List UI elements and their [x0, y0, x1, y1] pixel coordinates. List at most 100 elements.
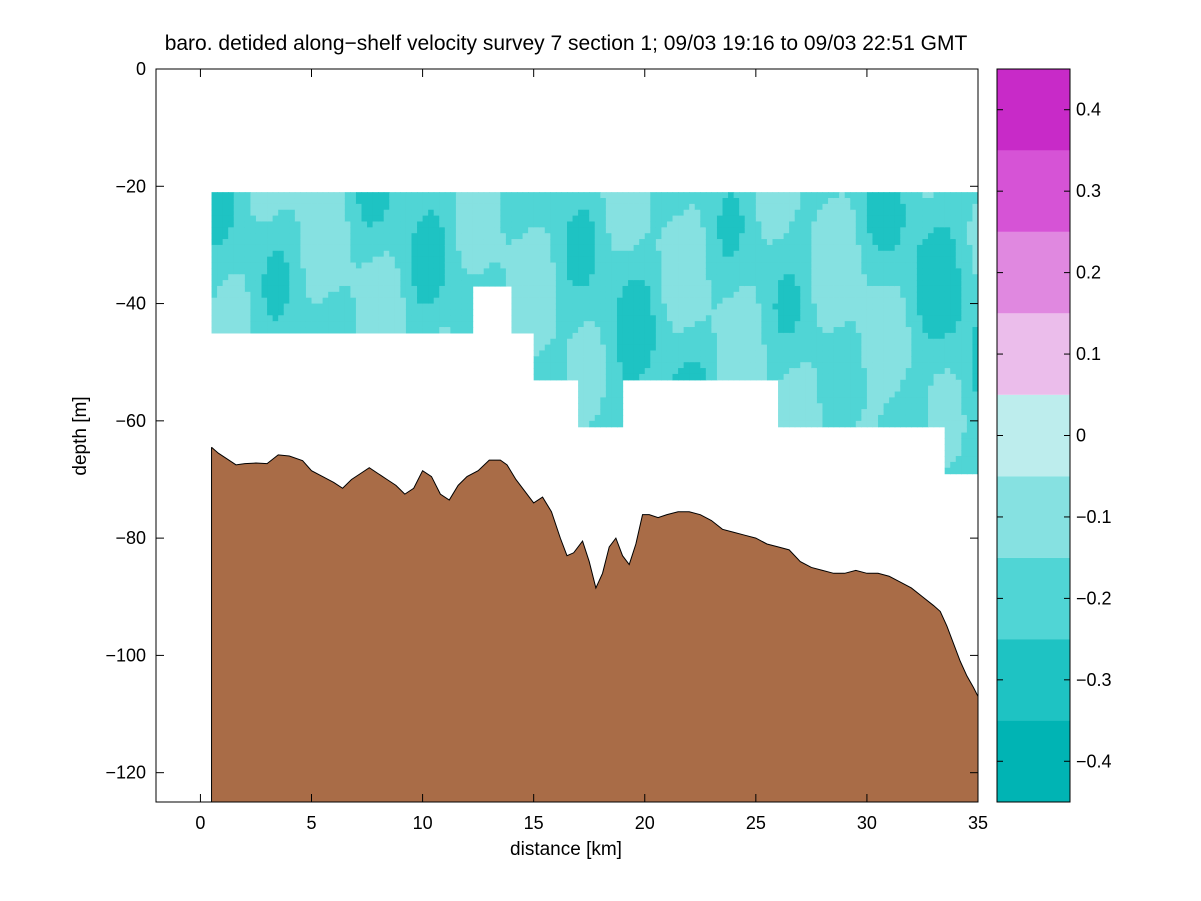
- contour-cell: [333, 221, 340, 228]
- contour-cell: [939, 379, 946, 387]
- contour-cell: [572, 344, 579, 352]
- contour-cell: [628, 362, 635, 369]
- contour-cell: [811, 350, 818, 357]
- contour-cell: [389, 291, 396, 299]
- contour-cell: [744, 227, 751, 234]
- contour-cell: [822, 227, 829, 234]
- contour-cell: [878, 373, 885, 381]
- contour-cell: [728, 221, 735, 228]
- contour-cell: [528, 233, 535, 240]
- contour-cell: [850, 291, 857, 299]
- contour-cell: [805, 385, 812, 393]
- contour-cell: [794, 362, 801, 369]
- contour-cell: [694, 274, 701, 281]
- contour-cell: [939, 409, 946, 416]
- contour-cell: [355, 209, 363, 217]
- contour-cell: [628, 209, 635, 217]
- contour-cell: [600, 268, 607, 275]
- contour-cell: [694, 221, 701, 228]
- contour-cell: [794, 403, 801, 410]
- contour-cell: [850, 285, 857, 293]
- contour-cell: [944, 256, 951, 264]
- contour-cell: [866, 344, 874, 352]
- contour-cell: [961, 368, 968, 375]
- contour-cell: [616, 356, 624, 363]
- contour-cell: [894, 420, 901, 428]
- contour-cell: [494, 280, 501, 287]
- contour-cell: [783, 321, 790, 328]
- contour-cell: [344, 256, 351, 264]
- contour-cell: [966, 215, 974, 223]
- contour-cell: [666, 280, 674, 287]
- contour-cell: [611, 215, 618, 223]
- contour-cell: [211, 250, 218, 258]
- contour-cell: [855, 198, 862, 205]
- contour-cell: [378, 250, 385, 258]
- contour-cell: [583, 403, 590, 410]
- contour-cell: [939, 303, 946, 311]
- contour-cell: [517, 256, 524, 264]
- contour-cell: [761, 280, 768, 287]
- contour-cell: [878, 391, 885, 398]
- contour-cell: [489, 274, 496, 281]
- contour-cell: [450, 215, 457, 223]
- contour-cell: [639, 198, 646, 205]
- contour-cell: [950, 256, 957, 264]
- contour-cell: [944, 239, 951, 246]
- contour-cell: [261, 192, 268, 199]
- contour-cell: [611, 309, 618, 316]
- contour-cell: [894, 239, 901, 246]
- contour-cell: [733, 356, 740, 363]
- contour-cell: [567, 368, 574, 375]
- contour-cell: [289, 268, 296, 275]
- contour-cell: [339, 309, 346, 316]
- contour-cell: [900, 274, 907, 281]
- contour-cell: [861, 403, 868, 410]
- contour-cell: [789, 356, 796, 363]
- contour-cell: [789, 315, 796, 322]
- contour-cell: [339, 291, 346, 299]
- contour-cell: [639, 309, 646, 316]
- contour-cell: [778, 280, 785, 287]
- contour-cell: [628, 221, 635, 228]
- contour-cell: [317, 256, 324, 264]
- contour-cell: [244, 274, 252, 281]
- contour-cell: [716, 303, 724, 311]
- contour-cell: [239, 268, 246, 275]
- contour-cell: [661, 285, 668, 293]
- contour-cell: [922, 391, 929, 398]
- contour-cell: [889, 362, 896, 369]
- contour-cell: [728, 209, 735, 217]
- contour-cell: [972, 397, 978, 404]
- contour-cell: [828, 350, 835, 357]
- contour-cell: [217, 268, 224, 275]
- contour-cell: [344, 244, 351, 252]
- contour-cell: [222, 221, 229, 228]
- contour-cell: [828, 332, 835, 340]
- contour-cell: [600, 409, 607, 416]
- contour-cell: [555, 239, 563, 246]
- contour-cell: [589, 268, 596, 275]
- contour-cell: [217, 327, 224, 334]
- contour-cell: [883, 268, 890, 275]
- contour-cell: [589, 368, 596, 375]
- contour-cell: [944, 327, 951, 334]
- contour-cell: [400, 321, 407, 328]
- colorbar-tick-label: 0.1: [1076, 344, 1101, 364]
- contour-cell: [755, 291, 762, 299]
- contour-cell: [500, 209, 507, 217]
- contour-cell: [722, 250, 729, 258]
- contour-cell: [800, 221, 807, 228]
- contour-cell: [961, 291, 968, 299]
- contour-cell: [850, 409, 857, 416]
- contour-cell: [217, 315, 224, 322]
- contour-cell: [744, 203, 751, 211]
- contour-cell: [333, 297, 340, 305]
- contour-cell: [550, 203, 557, 211]
- contour-cell: [761, 338, 768, 346]
- contour-cell: [311, 221, 318, 228]
- contour-cell: [561, 356, 568, 363]
- contour-cell: [778, 368, 785, 375]
- contour-cell: [633, 303, 640, 311]
- contour-cell: [455, 309, 463, 316]
